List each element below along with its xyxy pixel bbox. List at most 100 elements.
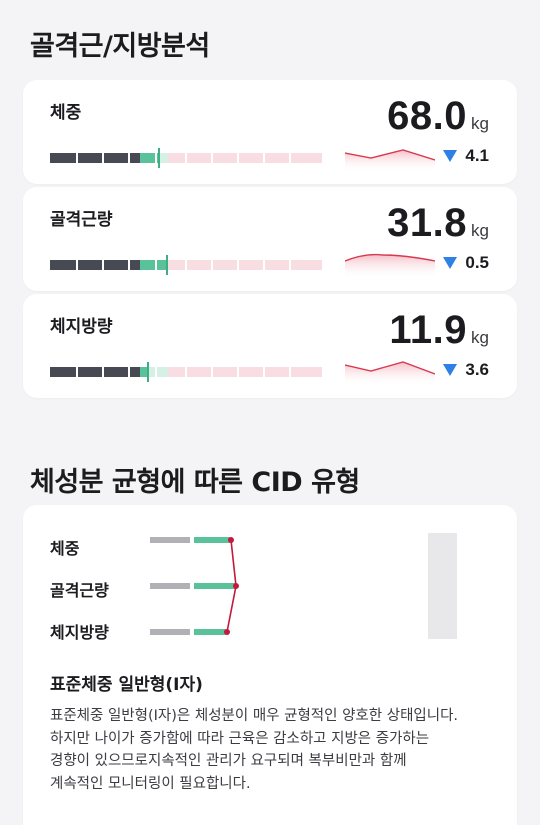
metric-name: 체중 — [50, 103, 82, 123]
gauge-segment-gap — [237, 153, 240, 163]
metric-unit: kg — [471, 328, 489, 347]
cid-bar-gray — [150, 583, 190, 589]
gauge-segment-gap — [184, 260, 187, 270]
trend-sparkline — [345, 149, 435, 172]
metric-value-group: 31.8 kg — [387, 201, 489, 246]
change-value: 4.1 — [465, 146, 489, 165]
gauge-segment-gap — [289, 260, 292, 270]
change-value: 0.5 — [465, 253, 489, 272]
cid-row-label-skeletal-muscle: 골격근량 — [50, 581, 109, 600]
gauge-segment-low — [50, 153, 140, 163]
metric-unit: kg — [471, 114, 489, 133]
cid-shape-line — [224, 537, 239, 635]
sparkline-area — [345, 362, 435, 386]
cid-description-line: 표준체중 일반형(I자)은 체성분이 매우 균형적인 양호한 상태입니다. — [50, 708, 459, 724]
cid-bar-gray — [150, 537, 190, 543]
gauge-segment-gap — [237, 260, 240, 270]
triangle-down-icon — [443, 257, 458, 269]
gauge-level-marker — [166, 255, 168, 275]
change-indicator: 3.6 — [443, 360, 489, 380]
gauge-segment-gap — [102, 367, 105, 377]
gauge-segment-gap — [76, 153, 79, 163]
metric-card-weight[interactable]: 체중 68.0 kg 4.1 — [23, 80, 517, 184]
gauge-segment-gap — [237, 367, 240, 377]
sparkline-line — [345, 361, 435, 375]
metric-card-skeletal-muscle[interactable]: 골격근량 31.8 kg 0.5 — [23, 187, 517, 291]
cid-description-line: 하지만 나이가 증가함에 따라 근육은 감소하고 지방은 증가하는 — [50, 730, 430, 747]
cid-type-illustration-placeholder — [428, 533, 457, 639]
gauge-segment-gap — [102, 153, 105, 163]
sparkline-area — [345, 254, 435, 279]
gauge-segment-gap — [154, 367, 157, 377]
gauge-segment-gap — [154, 153, 157, 163]
gauge-segment-gap — [263, 260, 266, 270]
gauge-segment-gap — [210, 367, 213, 377]
gauge-level-marker — [158, 148, 160, 168]
gauge-segment-gap — [210, 260, 213, 270]
level-gauge — [50, 362, 322, 382]
sparkline-line — [345, 253, 435, 262]
sparkline-line — [345, 149, 435, 161]
triangle-down-icon — [443, 364, 458, 376]
gauge-segment-fill — [140, 367, 148, 377]
metric-unit: kg — [471, 221, 489, 240]
gauge-segment-gap — [102, 260, 105, 270]
metric-value: 11.9 — [389, 308, 468, 352]
cid-description-line: 경향이 있으므로지속적인 관리가 요구되며 복부비만과 함께 — [50, 753, 407, 769]
change-value: 3.6 — [465, 360, 489, 379]
gauge-segment-gap — [76, 367, 79, 377]
cid-row-label-body-fat: 체지방량 — [50, 623, 109, 642]
metric-value-group: 11.9 kg — [389, 308, 489, 353]
gauge-segment-high — [168, 153, 322, 163]
cid-type-title: 표준체중 일반형(I자) — [50, 675, 203, 695]
cid-row-label-weight: 체중 — [50, 539, 80, 558]
metric-value: 68.0 — [387, 94, 468, 138]
gauge-segment-high — [168, 260, 322, 270]
gauge-segment-gap — [128, 153, 131, 163]
gauge-segment-gap — [76, 260, 79, 270]
gauge-segment-gap — [128, 367, 131, 377]
gauge-segment-gap — [289, 153, 292, 163]
gauge-segment-standard-remaining — [158, 153, 168, 163]
cid-card: 체중 골격근량 체지방량 표준체중 일반형(I자) 표준체중 일반형(I자)은 … — [23, 505, 517, 825]
section-title-body-analysis: 골격근/지방분석 — [30, 31, 210, 62]
cid-point-weight — [228, 537, 234, 543]
gauge-segment-gap — [184, 153, 187, 163]
level-gauge — [50, 148, 322, 168]
cid-bar-green — [194, 629, 226, 635]
metric-value-group: 68.0 kg — [387, 94, 489, 139]
cid-description: 표준체중 일반형(I자)은 체성분이 매우 균형적인 양호한 상태입니다. 하지… — [50, 705, 495, 795]
cid-bar-green — [194, 537, 230, 543]
gauge-segment-gap — [154, 260, 157, 270]
cid-description-line: 계속적인 모니터링이 필요합니다. — [50, 775, 251, 792]
metric-card-body-fat[interactable]: 체지방량 11.9 kg 3.6 — [23, 294, 517, 398]
gauge-segment-low — [50, 260, 140, 270]
change-indicator: 0.5 — [443, 253, 489, 273]
gauge-segment-gap — [210, 153, 213, 163]
level-gauge — [50, 255, 322, 275]
triangle-down-icon — [443, 150, 458, 162]
cid-bar-gray — [150, 629, 190, 635]
trend-sparkline — [345, 361, 435, 386]
gauge-segment-high — [168, 367, 322, 377]
sparkline-area — [345, 150, 435, 172]
change-indicator: 4.1 — [443, 146, 489, 166]
cid-point-body-fat — [224, 629, 230, 635]
cid-point-skeletal-muscle — [233, 583, 239, 589]
gauge-segment-standard-remaining — [147, 367, 168, 377]
gauge-segment-gap — [263, 367, 266, 377]
metric-name: 골격근량 — [50, 210, 113, 230]
gauge-segment-fill — [140, 153, 159, 163]
metric-value: 31.8 — [387, 201, 468, 245]
trend-sparkline — [345, 253, 435, 279]
gauge-segment-gap — [263, 153, 266, 163]
gauge-segment-gap — [128, 260, 131, 270]
metric-name: 체지방량 — [50, 317, 113, 337]
gauge-segment-gap — [184, 367, 187, 377]
section-title-cid-type: 체성분 균형에 따른 CID 유형 — [30, 467, 360, 498]
cid-bar-green — [194, 583, 235, 589]
gauge-segment-fill — [140, 260, 167, 270]
gauge-segment-gap — [289, 367, 292, 377]
gauge-segment-low — [50, 367, 140, 377]
gauge-level-marker — [147, 362, 149, 382]
